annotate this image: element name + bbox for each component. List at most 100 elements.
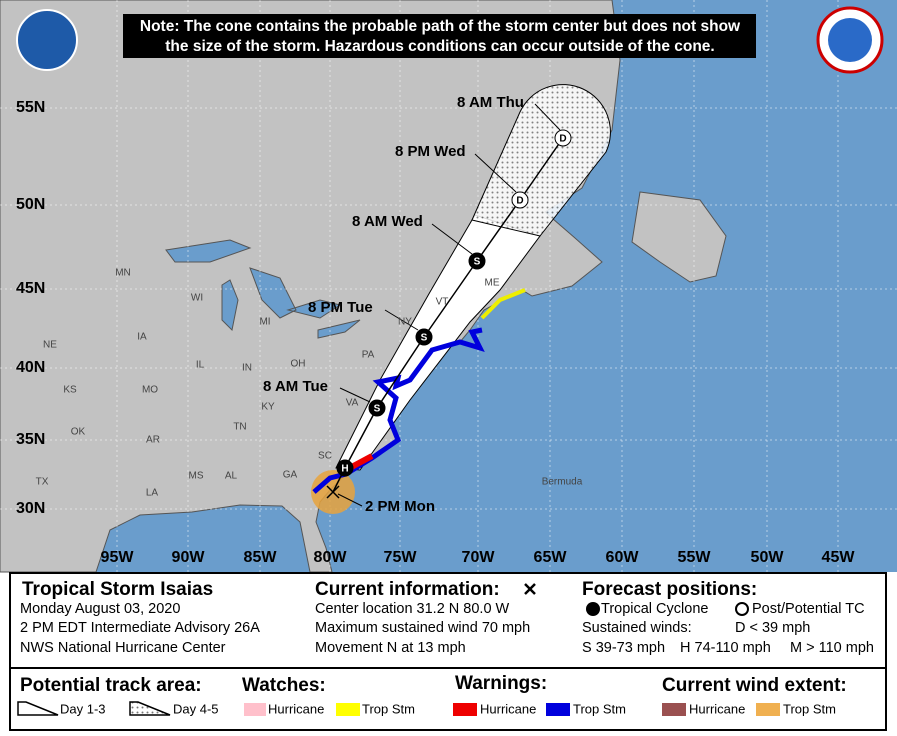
longitude-label: 60W xyxy=(606,549,640,566)
watch-tropical-swatch xyxy=(336,703,360,716)
longitude-label: 50W xyxy=(751,549,785,566)
latitude-label: 50N xyxy=(16,196,45,213)
state-label: MN xyxy=(115,268,131,279)
state-label: OK xyxy=(71,427,86,438)
latitude-label: 35N xyxy=(16,431,45,448)
state-label: GA xyxy=(283,470,298,481)
state-label: NY xyxy=(398,317,412,328)
wind-hurricane-swatch xyxy=(662,703,686,716)
state-label: IL xyxy=(196,360,205,371)
forecast-label: 8 PM Tue xyxy=(308,299,373,316)
state-label: ME xyxy=(485,278,500,289)
watches-heading: Watches: xyxy=(242,675,326,696)
forecast-marker xyxy=(415,328,433,346)
state-label: MS xyxy=(189,471,204,482)
state-label: WI xyxy=(191,293,203,304)
warning-hurricane-swatch xyxy=(453,703,477,716)
center: NWS National Hurricane Center xyxy=(20,640,226,656)
note-banner xyxy=(123,14,756,58)
post: Post/Potential TC xyxy=(752,601,865,617)
winds-heading: Sustained winds: xyxy=(582,620,692,636)
wind-hurricane: Hurricane xyxy=(689,701,745,716)
m: M > 110 mph xyxy=(790,640,874,656)
forecast-marker xyxy=(368,399,386,417)
marker-letter: H xyxy=(341,464,348,475)
marker-letter: D xyxy=(516,196,523,207)
state-label: MI xyxy=(259,317,270,328)
heading: Forecast positions: xyxy=(582,579,757,600)
place-label: Bermuda xyxy=(542,477,583,488)
location: Center location 31.2 N 80.0 W xyxy=(315,601,510,617)
s: S 39-73 mph xyxy=(582,640,665,656)
forecast-marker xyxy=(554,129,572,147)
forecast-label: 8 PM Wed xyxy=(395,143,466,160)
warning-tropical-swatch xyxy=(546,703,570,716)
info-panel xyxy=(9,572,887,731)
current-position xyxy=(326,485,340,499)
watch-hurricane-swatch xyxy=(244,703,266,716)
state-label: AL xyxy=(225,471,238,482)
marker-letter: S xyxy=(374,404,381,415)
state-label: PA xyxy=(362,350,375,361)
forecast-label: 2 PM Mon xyxy=(365,498,435,515)
heading: Current information: xyxy=(315,579,500,600)
state-label: AR xyxy=(146,435,160,446)
tropical: Tropical Cyclone xyxy=(601,601,708,617)
state-label: KY xyxy=(261,402,275,413)
marker-letter: S xyxy=(474,257,481,268)
latitude-label: 55N xyxy=(16,99,45,116)
h: H 74-110 mph xyxy=(680,640,771,656)
noaa-logo xyxy=(16,9,78,71)
latitude-label: 30N xyxy=(16,500,45,517)
track-heading: Potential track area: xyxy=(20,675,202,696)
forecast-marker xyxy=(511,191,529,209)
advisory: 2 PM EDT Intermediate Advisory 26A xyxy=(20,620,260,636)
state-label: OH xyxy=(291,359,306,370)
wind-tropical: Trop Stm xyxy=(783,701,836,716)
d: D < 39 mph xyxy=(735,620,810,636)
state-label: VT xyxy=(436,297,449,308)
latitude-label: 40N xyxy=(16,359,45,376)
forecast-label: 8 AM Wed xyxy=(352,213,423,230)
longitude-label: 75W xyxy=(384,549,418,566)
forecast-label: 8 AM Thu xyxy=(457,94,524,111)
cone-day45 xyxy=(471,84,611,237)
marker-letter: D xyxy=(559,134,566,145)
post-icon xyxy=(735,602,749,616)
current-x xyxy=(524,583,536,595)
state-label: VA xyxy=(346,398,359,409)
note-line: the size of the storm. Hazardous conditi… xyxy=(165,38,714,55)
marker-letter: S xyxy=(421,333,428,344)
wind: Maximum sustained wind 70 mph xyxy=(315,620,530,636)
movement: Movement N at 13 mph xyxy=(315,640,466,656)
longitude-label: 95W xyxy=(101,549,135,566)
warning-hurricane: Hurricane xyxy=(480,701,536,716)
latitude-label: 45N xyxy=(16,280,45,297)
date: Monday August 03, 2020 xyxy=(20,601,180,617)
newfoundland xyxy=(631,191,727,283)
warning-tropical: Trop Stm xyxy=(573,701,626,716)
state-label: LA xyxy=(146,488,159,499)
label-leaders xyxy=(337,103,561,507)
forecast-marker xyxy=(468,252,486,270)
day45-icon xyxy=(129,701,171,716)
forecast-marker xyxy=(336,459,354,477)
wind-tropical-swatch xyxy=(756,703,780,716)
day45: Day 4-5 xyxy=(173,701,219,716)
state-label: NE xyxy=(43,340,57,351)
state-label: MO xyxy=(142,385,158,396)
state-label: IN xyxy=(242,363,252,374)
watch-tropical: Trop Stm xyxy=(362,701,415,716)
longitude-label: 70W xyxy=(462,549,496,566)
longitude-label: 45W xyxy=(822,549,856,566)
day13-icon xyxy=(17,701,59,716)
longitude-label: 90W xyxy=(172,549,206,566)
state-label: IA xyxy=(137,332,147,343)
longitude-label: 55W xyxy=(678,549,712,566)
state-label: TN xyxy=(233,422,246,433)
longitude-label: 80W xyxy=(314,549,348,566)
wind-heading: Current wind extent: xyxy=(662,675,847,696)
tropical-storm-watch xyxy=(480,288,526,320)
longitude-label: 85W xyxy=(244,549,278,566)
